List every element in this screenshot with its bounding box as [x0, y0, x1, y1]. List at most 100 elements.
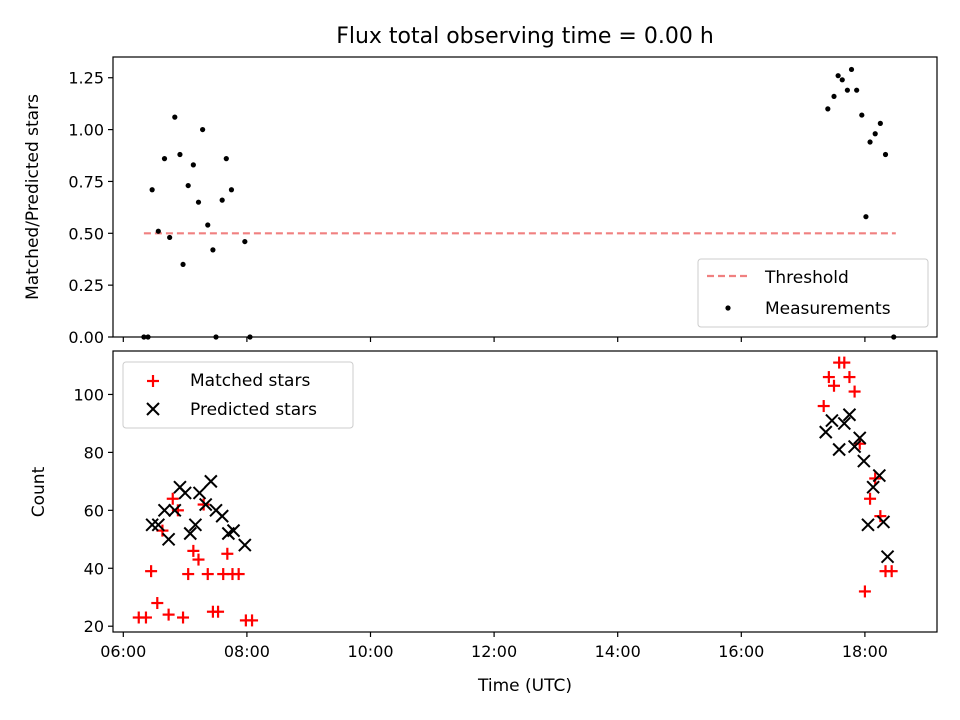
measurement-point: [863, 214, 869, 220]
x-tick-label: 08:00: [224, 642, 270, 661]
measurement-point: [835, 73, 841, 79]
predicted-star-point: [168, 503, 182, 518]
matched-star-point: [187, 544, 200, 557]
predicted-star-point: [853, 431, 867, 445]
top-y-tick-label: 1.25: [68, 69, 104, 88]
matched-star-point: [848, 385, 861, 398]
predicted-star-point: [192, 486, 207, 500]
bottom-legend-box: [122, 361, 354, 429]
measurement-point: [190, 162, 196, 168]
bottom-y-axis-label: Count: [29, 466, 49, 517]
bottom-legend: Matched stars Predicted stars: [122, 361, 354, 429]
top-x-axis: [122, 337, 866, 342]
matched-star-point: [843, 371, 856, 384]
measurement-point: [854, 87, 860, 93]
measurement-point: [839, 77, 845, 83]
x-tick-label: 16:00: [718, 642, 764, 661]
bottom-y-tick-label: 40: [84, 559, 104, 578]
measurement-point: [228, 187, 235, 193]
predicted-star-point: [847, 439, 862, 454]
predicted-star-point: [226, 523, 241, 538]
predicted-star-point: [183, 526, 197, 541]
matched-star-point: [838, 356, 851, 369]
matched-star-point: [192, 553, 205, 566]
predicted-star-point: [842, 408, 857, 422]
measurement-point: [859, 112, 865, 118]
predicted-star-point: [872, 468, 887, 483]
top-plot-frame: [112, 56, 938, 338]
matched-star-point: [822, 371, 835, 384]
predicted-star-point: [198, 497, 213, 512]
matched-star-point: [177, 611, 190, 624]
matched-star-point: [232, 568, 245, 581]
legend-threshold-label: Threshold: [764, 268, 849, 288]
measurement-point: [210, 247, 216, 253]
legend-matched-label: Matched stars: [190, 371, 310, 391]
predicted-star-point: [861, 518, 875, 532]
measurement-point: [831, 93, 837, 100]
predicted-star-point: [161, 532, 176, 547]
predicted-star-point: [819, 425, 833, 439]
top-y-tick-label: 0.00: [68, 328, 104, 347]
matched-star-point: [817, 400, 830, 413]
matched-star-point: [197, 498, 210, 511]
predicted-star-point: [866, 480, 880, 494]
bottom-marks: [132, 356, 898, 627]
top-y-axis: 0.00 0.25 0.50 0.75 1.00 1.25: [68, 69, 113, 347]
measurement-point: [180, 261, 186, 268]
legend-measurements-swatch: [725, 305, 731, 311]
matched-star-point: [246, 614, 259, 627]
predicted-star-point: [151, 518, 166, 532]
predicted-star-point: [157, 503, 172, 518]
x-tick-label: 12:00: [471, 642, 517, 661]
measurement-point: [200, 126, 206, 133]
legend-predicted-swatch: [146, 402, 160, 416]
matched-star-point: [221, 547, 234, 560]
top-marks: [141, 66, 897, 340]
predicted-star-point: [876, 515, 891, 529]
matched-star-point: [156, 524, 169, 537]
matched-star-point: [201, 568, 214, 581]
matched-star-point: [166, 492, 179, 505]
matched-star-point: [828, 379, 840, 392]
measurement-point: [242, 238, 248, 245]
predicted-star-point: [215, 509, 229, 523]
measurement-point: [877, 120, 883, 126]
chart-title: Flux total observing time = 0.00 h: [336, 24, 714, 49]
measurement-point: [844, 87, 850, 93]
measurement-point: [882, 151, 889, 158]
measurement-point: [205, 222, 211, 228]
predicted-star-point: [188, 518, 203, 532]
matched-star-point: [858, 585, 871, 598]
x-tick-label: 10:00: [347, 642, 393, 661]
matched-star-point: [182, 568, 195, 581]
measurement-point: [155, 228, 161, 234]
top-y-tick-label: 1.00: [68, 121, 104, 140]
bottom-y-tick-label: 100: [73, 385, 104, 404]
predicted-star-point: [145, 518, 159, 532]
measurement-point: [872, 131, 878, 137]
measurement-point: [867, 139, 873, 145]
measurement-point: [185, 182, 191, 189]
matched-star-point: [212, 605, 225, 618]
bottom-y-tick-label: 60: [84, 501, 104, 520]
measurement-point: [172, 114, 178, 120]
bottom-y-tick-label: 20: [84, 617, 104, 636]
measurement-point: [177, 151, 183, 158]
top-legend-box: [697, 258, 929, 328]
predicted-star-point: [880, 549, 895, 564]
measurement-point: [848, 66, 855, 73]
predicted-star-point: [178, 486, 192, 500]
top-y-tick-label: 0.75: [68, 172, 104, 191]
x-tick-label: 14:00: [595, 642, 641, 661]
predicted-star-point: [837, 416, 852, 431]
top-y-axis-label: Matched/Predicted stars: [23, 94, 43, 300]
measurement-point: [161, 156, 168, 162]
predicted-star-point: [238, 538, 252, 552]
legend-measurements-label: Measurements: [765, 299, 891, 319]
bottom-plot-frame: [112, 350, 938, 633]
matched-star-point: [162, 608, 175, 621]
x-tick-label: 06:00: [100, 642, 146, 661]
top-y-tick-label: 0.50: [68, 224, 104, 243]
matched-star-point: [145, 565, 158, 578]
